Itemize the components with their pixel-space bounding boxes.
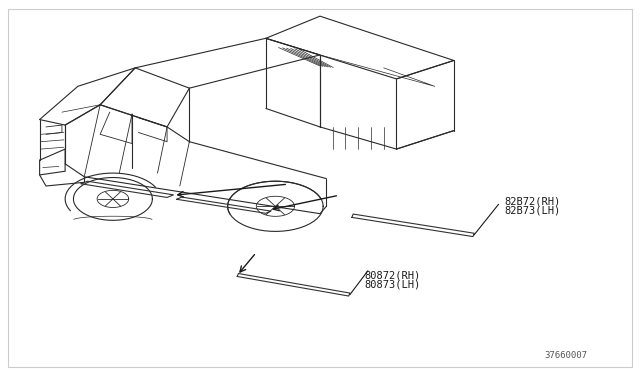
Text: 82B73(LH): 82B73(LH) xyxy=(505,206,561,215)
Text: 80873(LH): 80873(LH) xyxy=(365,279,421,289)
Text: 82B72(RH): 82B72(RH) xyxy=(505,196,561,206)
Text: 37660007: 37660007 xyxy=(545,350,588,359)
Text: 80872(RH): 80872(RH) xyxy=(365,270,421,280)
